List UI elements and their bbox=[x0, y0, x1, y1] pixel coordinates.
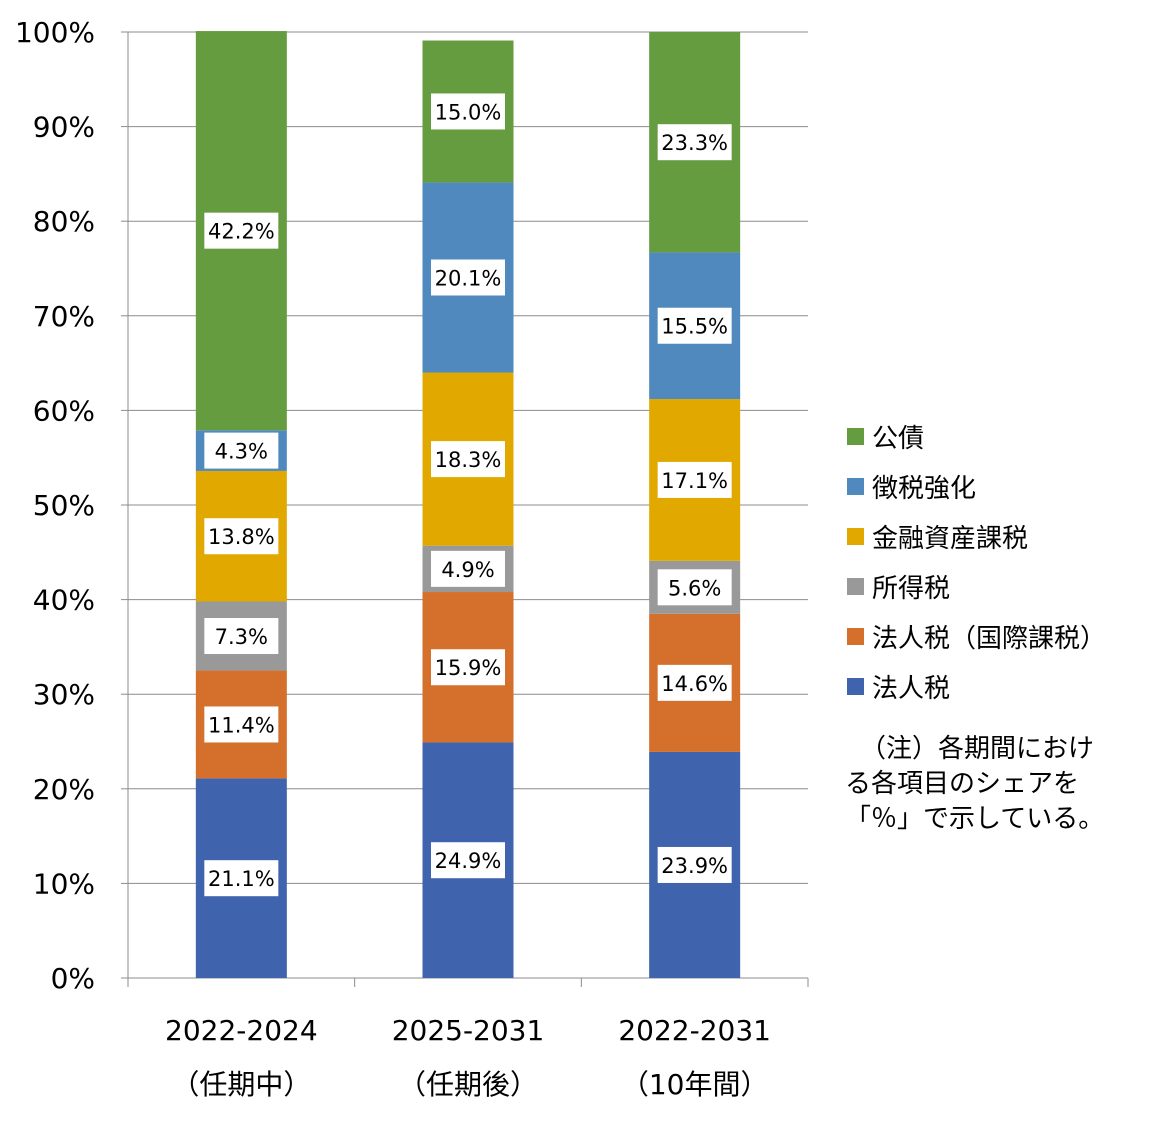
data-label: 20.1% bbox=[435, 266, 502, 290]
legend-swatch bbox=[847, 628, 864, 645]
legend-label: 公債 bbox=[872, 424, 924, 454]
y-tick-label: 10% bbox=[33, 867, 95, 900]
y-tick-label: 60% bbox=[33, 394, 95, 427]
data-label: 15.9% bbox=[435, 656, 502, 680]
y-tick-label: 30% bbox=[33, 678, 95, 711]
data-labels: 21.1% 11.4% 7.3% 13.8% 4.3% 42.2% 24.9% 15.9% 4.… bbox=[204, 93, 732, 897]
y-tick-label: 100% bbox=[15, 16, 95, 49]
data-label: 11.4% bbox=[208, 713, 275, 737]
legend-label: 金融資産課税 bbox=[872, 524, 1028, 554]
x-tick-sublabel: （任期中） bbox=[171, 1068, 311, 1101]
data-label: 4.3% bbox=[215, 440, 268, 464]
data-label: 15.5% bbox=[661, 315, 728, 339]
data-label-box bbox=[657, 307, 732, 344]
data-label: 24.9% bbox=[435, 849, 502, 873]
y-tick-label: 40% bbox=[33, 584, 95, 617]
x-tick-sublabel: （10年間） bbox=[621, 1068, 769, 1101]
data-label: 14.6% bbox=[661, 672, 728, 696]
x-tick-label: 2022-2024 bbox=[165, 1014, 318, 1047]
data-label: 17.1% bbox=[661, 469, 728, 493]
legend-swatch bbox=[847, 678, 864, 695]
data-label-box bbox=[657, 846, 732, 883]
data-label-box bbox=[431, 550, 505, 587]
y-tick-label: 70% bbox=[33, 300, 95, 333]
data-label-box bbox=[204, 618, 279, 655]
data-label: 13.8% bbox=[208, 525, 275, 549]
axes: 0% 10% 20% 30% 40% 50% 60% 70% 80% 90% 100% 2022-20… bbox=[15, 16, 809, 1101]
y-tick-label: 0% bbox=[51, 962, 95, 995]
y-tick-label: 80% bbox=[33, 205, 95, 238]
data-label-box bbox=[204, 706, 279, 743]
x-tick-label: 2022-2031 bbox=[618, 1014, 771, 1047]
note-text: 「％」で示している。 bbox=[845, 804, 1104, 834]
data-label: 15.0% bbox=[435, 100, 502, 124]
legend-swatch bbox=[847, 528, 864, 545]
data-label-box bbox=[657, 664, 732, 701]
data-label: 18.3% bbox=[435, 448, 502, 472]
data-label-box bbox=[657, 461, 732, 498]
note-text: る各項目のシェアを bbox=[845, 769, 1079, 799]
data-label-box bbox=[431, 441, 505, 478]
y-tick-label: 20% bbox=[33, 773, 95, 806]
data-label-box bbox=[204, 212, 279, 249]
note-text: （注）各期間におけ bbox=[860, 734, 1094, 764]
data-label-box bbox=[431, 842, 505, 879]
legend-label: 所得税 bbox=[872, 574, 950, 604]
x-tick-label: 2025-2031 bbox=[392, 1014, 545, 1047]
data-label-box bbox=[431, 259, 505, 296]
legend-label: 法人税（国際課税） bbox=[872, 624, 1106, 654]
data-label: 4.9% bbox=[441, 558, 494, 582]
data-label-box bbox=[204, 860, 279, 897]
legend-label: 徴税強化 bbox=[872, 474, 976, 504]
data-label-box bbox=[431, 93, 505, 130]
x-tick-sublabel: （任期後） bbox=[398, 1068, 538, 1101]
y-tick-label: 90% bbox=[33, 111, 95, 144]
data-label: 23.9% bbox=[661, 854, 728, 878]
data-label: 42.2% bbox=[208, 220, 275, 244]
y-tick-label: 50% bbox=[33, 489, 95, 522]
legend-swatch bbox=[847, 478, 864, 495]
bars bbox=[195, 31, 741, 978]
data-label: 7.3% bbox=[215, 625, 268, 649]
data-label-box bbox=[657, 569, 732, 606]
legend-swatch bbox=[847, 428, 864, 445]
legend-label: 法人税 bbox=[872, 674, 950, 704]
data-label: 5.6% bbox=[668, 576, 721, 600]
data-label-box bbox=[657, 124, 732, 161]
data-label: 21.1% bbox=[208, 867, 275, 891]
data-label: 23.3% bbox=[661, 131, 728, 155]
data-label-box bbox=[204, 432, 279, 469]
legend-swatch bbox=[847, 578, 864, 595]
data-label-box bbox=[204, 518, 279, 555]
data-label-box bbox=[431, 649, 505, 686]
